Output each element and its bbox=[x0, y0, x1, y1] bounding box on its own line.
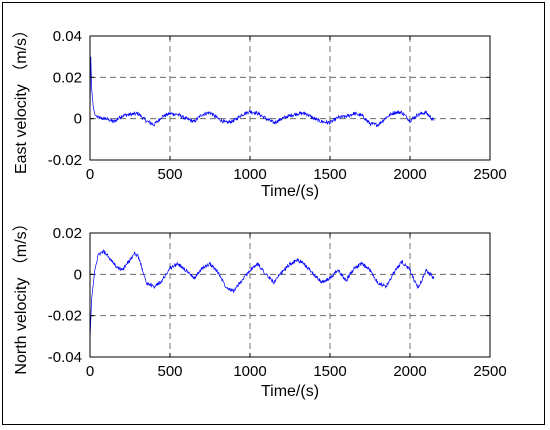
east-y-axis-label: East velocity （m/s） bbox=[12, 22, 30, 174]
north-axes-box bbox=[89, 232, 491, 358]
north-x-tick-label: 2000 bbox=[393, 363, 426, 380]
north-y-tick-label: 0.02 bbox=[53, 225, 82, 242]
east-y-tick-label: 0.02 bbox=[53, 69, 82, 86]
east-x-tick-label: 500 bbox=[157, 166, 182, 183]
east-x-tick-label: 2000 bbox=[393, 166, 426, 183]
east-y-tick-label: 0 bbox=[74, 111, 82, 128]
north-velocity-plot: 0 500 1000 1500 2000 2500 -0.04 -0.02 0 0.02 Time/… bbox=[12, 215, 507, 400]
north-x-tick-label: 0 bbox=[86, 363, 94, 380]
east-x-tick-label: 1000 bbox=[233, 166, 266, 183]
north-x-tick-label: 500 bbox=[157, 363, 182, 380]
north-x-axis-label: Time/(s) bbox=[261, 383, 319, 400]
east-axes-box bbox=[89, 35, 491, 161]
east-velocity-plot: 0 500 1000 1500 2000 2500-0.0200.020.04Time/(… bbox=[12, 22, 507, 200]
north-y-axis-label: North velocity （m/s） bbox=[12, 215, 30, 374]
east-velocity-series-line bbox=[89, 56, 435, 128]
figure-border bbox=[2, 2, 545, 425]
east-y-tick-label: -0.02 bbox=[48, 152, 82, 169]
east-y-tick-label: 0.04 bbox=[53, 28, 82, 45]
east-x-axis-label: Time/(s) bbox=[261, 183, 319, 200]
north-x-tick-label: 2500 bbox=[473, 363, 506, 380]
north-velocity-series-line bbox=[89, 248, 435, 341]
east-x-tick-label: 1500 bbox=[313, 166, 346, 183]
north-x-tick-label: 1000 bbox=[233, 363, 266, 380]
north-x-tick-label: 1500 bbox=[313, 363, 346, 380]
east-x-tick-label: 2500 bbox=[473, 166, 506, 183]
east-x-tick-label: 0 bbox=[86, 166, 94, 183]
north-y-tick-label: -0.04 bbox=[48, 349, 82, 366]
north-y-tick-label: 0 bbox=[74, 266, 82, 283]
north-y-tick-label: -0.02 bbox=[48, 308, 82, 325]
